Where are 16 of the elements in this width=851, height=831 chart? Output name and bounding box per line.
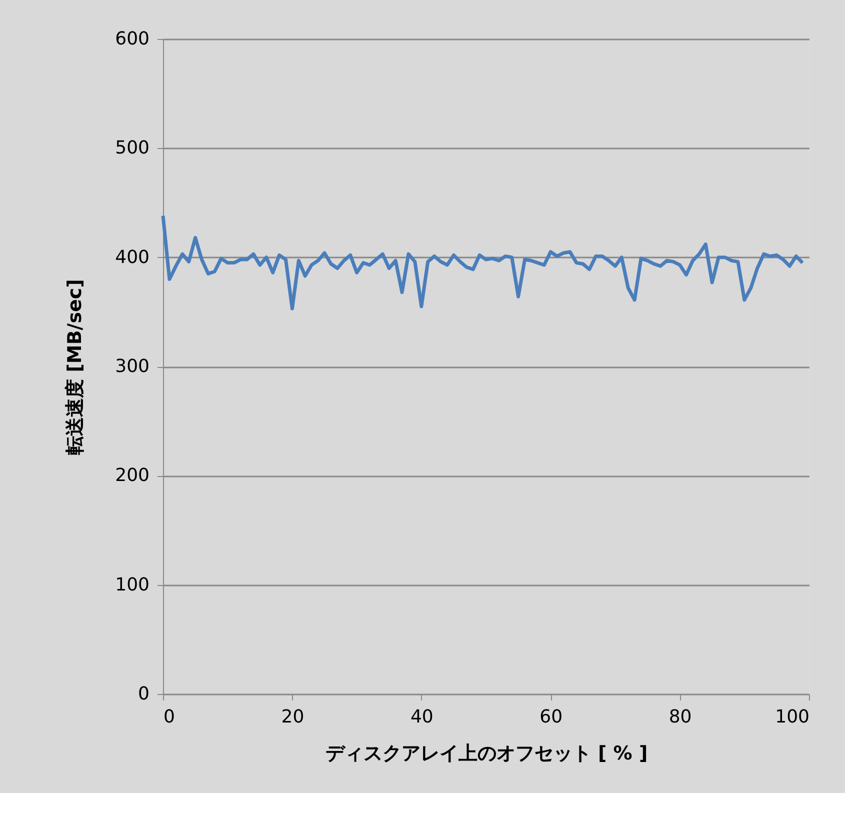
line-series [161,214,804,310]
x-tick-label: 60 [540,706,563,728]
y-tick-label: 300 [115,356,150,377]
y-tick-label: 200 [115,465,150,486]
x-tick-label: 20 [281,706,304,728]
y-tick-label: 100 [115,574,150,596]
x-tick-label: 0 [164,706,175,728]
x-tick-label: 40 [410,706,434,728]
x-tick-label: 80 [668,706,692,728]
x-tick-label: 100 [775,706,810,728]
y-tick-label: 500 [115,138,150,159]
y-tick-label: 600 [115,28,150,50]
x-axis-title: ディスクアレイ上のオフセット [ % ] [325,742,648,764]
y-axis-title: 転送速度 [MB/sec] [64,279,86,455]
y-tick-label: 0 [138,684,150,704]
y-tick-label: 400 [115,246,150,268]
